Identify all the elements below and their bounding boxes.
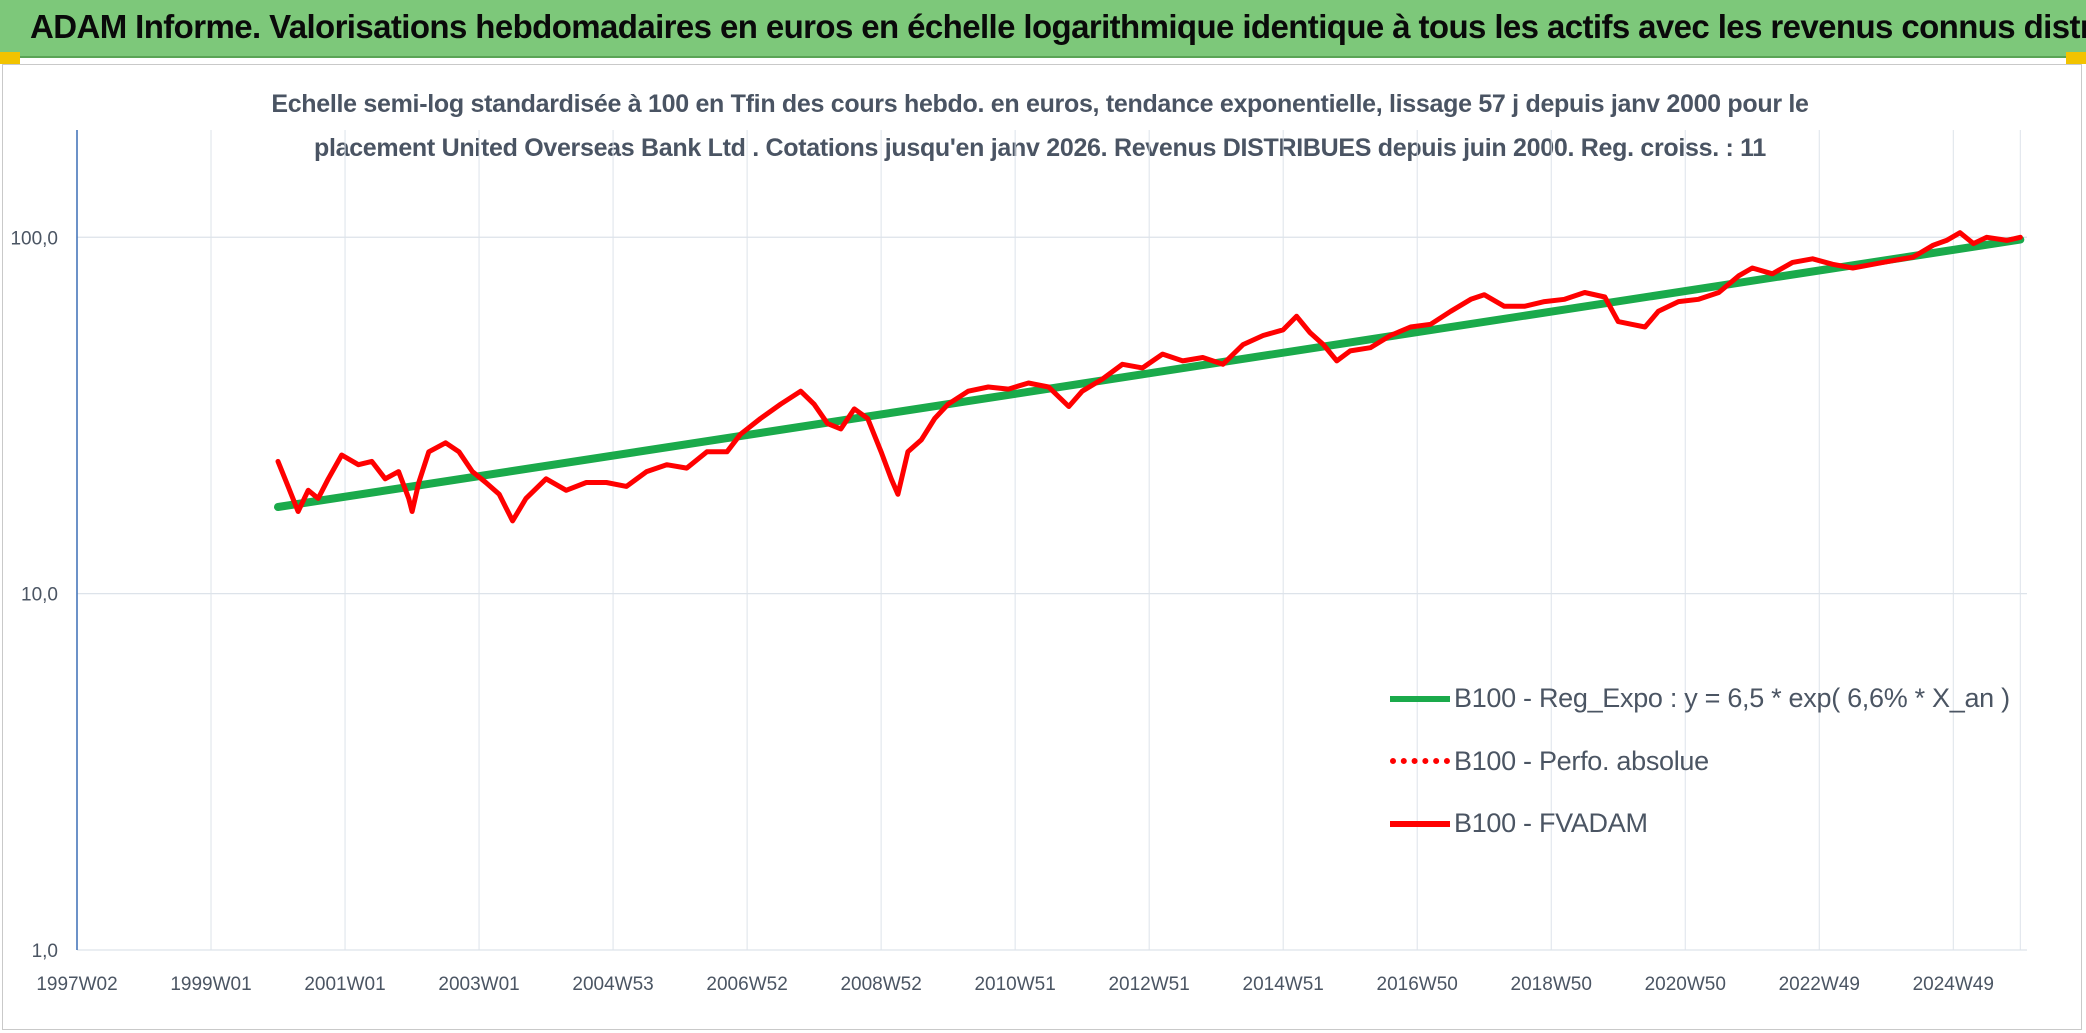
legend-swatch-regression: [1390, 696, 1450, 702]
legend-item-perfo: B100 - Perfo. absolue: [1390, 746, 1990, 776]
legend-label-fvadam: B100 - FVADAM: [1454, 808, 1648, 838]
x-tick-label-8: 2012W51: [1108, 974, 1189, 995]
chart-title-line-2: placement United Overseas Bank Ltd . Cot…: [313, 134, 1767, 162]
x-tick-label-3: 2003W01: [438, 974, 519, 995]
x-tick-label-7: 2010W51: [974, 974, 1055, 995]
x-tick-label-14: 2024W49: [1913, 974, 1994, 995]
x-tick-label-0: 1997W02: [36, 974, 117, 995]
x-tick-label-13: 2022W49: [1779, 974, 1860, 995]
y-tick-label-0: 1,0: [32, 941, 58, 962]
x-tick-label-2: 2001W01: [304, 974, 385, 995]
legend-swatch-fvadam: [1390, 821, 1450, 827]
x-tick-label-1: 1999W01: [170, 974, 251, 995]
x-tick-label-12: 2020W50: [1645, 974, 1726, 995]
legend-item-regression: B100 - Reg_Expo : y = 6,5 * exp( 6,6% * …: [1390, 683, 2010, 713]
y-tick-label-2: 100,0: [10, 228, 58, 249]
corner-marker-left: [0, 52, 20, 64]
chart-area: [2, 64, 2082, 1030]
x-tick-label-6: 2008W52: [840, 974, 921, 995]
chart-title-line-1: Echelle semi-log standardisée à 100 en T…: [271, 90, 1809, 118]
x-tick-label-10: 2016W50: [1377, 974, 1458, 995]
report-title: ADAM Informe. Valorisations hebdomadaire…: [30, 8, 2086, 45]
series-line-2: [275, 230, 2023, 524]
legend-item-fvadam: B100 - FVADAM: [1390, 808, 1990, 838]
x-tick-label-4: 2004W53: [572, 974, 653, 995]
legend-label-regression: B100 - Reg_Expo : y = 6,5 * exp( 6,6% * …: [1454, 683, 2010, 713]
legend-label-perfo: B100 - Perfo. absolue: [1454, 746, 1709, 776]
x-tick-label-5: 2006W52: [706, 974, 787, 995]
x-tick-label-11: 2018W50: [1511, 974, 1592, 995]
legend-swatch-perfo: [1390, 758, 1450, 764]
x-tick-label-9: 2014W51: [1243, 974, 1324, 995]
y-tick-label-1: 10,0: [21, 585, 58, 606]
report-header: ADAM Informe. Valorisations hebdomadaire…: [0, 0, 2086, 58]
corner-marker-right: [2066, 52, 2086, 64]
